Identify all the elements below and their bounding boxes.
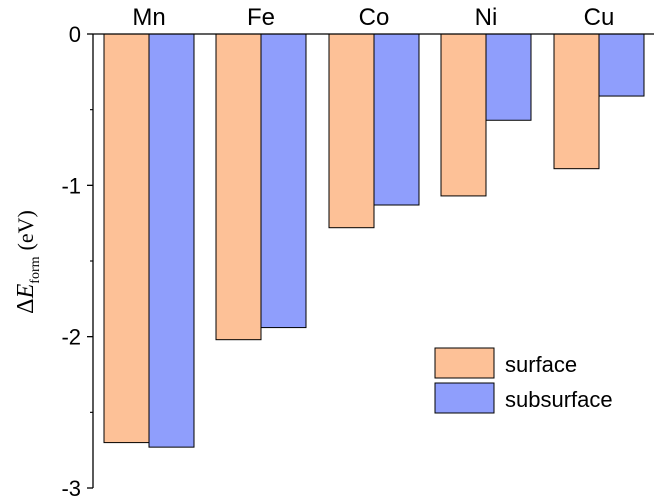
legend: surface subsurface xyxy=(434,347,613,414)
bar-surface-ni xyxy=(440,33,487,197)
category-label-cu: Cu xyxy=(584,4,615,31)
category-labels: Mn Fe Co Ni Cu xyxy=(132,4,614,31)
bar-subsurface-fe xyxy=(260,33,307,329)
legend-swatch-subsurface xyxy=(434,382,495,414)
ylabel-symbol: E xyxy=(13,283,39,299)
legend-label-subsurface: subsurface xyxy=(505,387,613,412)
bars-layer xyxy=(103,33,645,448)
bar-surface-mn xyxy=(103,33,150,444)
y-tick-label: -1 xyxy=(61,173,81,198)
y-axis-label: ΔEform (eV) xyxy=(13,210,43,314)
category-label-mn: Mn xyxy=(132,4,165,31)
bar-subsurface-cu xyxy=(598,33,645,97)
ylabel-unit: (eV) xyxy=(13,210,38,250)
ylabel-subscript: form xyxy=(28,256,43,283)
bar-subsurface-mn xyxy=(148,33,195,448)
y-tick-label: 0 xyxy=(69,22,81,47)
bar-subsurface-ni xyxy=(485,33,532,121)
legend-label-surface: surface xyxy=(505,352,577,377)
y-tick-label: -3 xyxy=(61,476,81,497)
category-label-co: Co xyxy=(359,4,390,31)
legend-swatch-surface xyxy=(434,347,495,379)
category-label-ni: Ni xyxy=(475,4,498,31)
bar-subsurface-co xyxy=(373,33,420,206)
bar-surface-fe xyxy=(215,33,262,341)
category-label-fe: Fe xyxy=(247,4,275,31)
bar-surface-co xyxy=(328,33,375,229)
y-tick-label: -2 xyxy=(61,325,81,350)
ylabel-prefix: Δ xyxy=(13,298,39,313)
bar-surface-cu xyxy=(553,33,600,170)
y-axis-title: ΔEform (eV) xyxy=(13,210,43,314)
axes-layer: 0 -1 -2 -3 xyxy=(61,22,654,497)
